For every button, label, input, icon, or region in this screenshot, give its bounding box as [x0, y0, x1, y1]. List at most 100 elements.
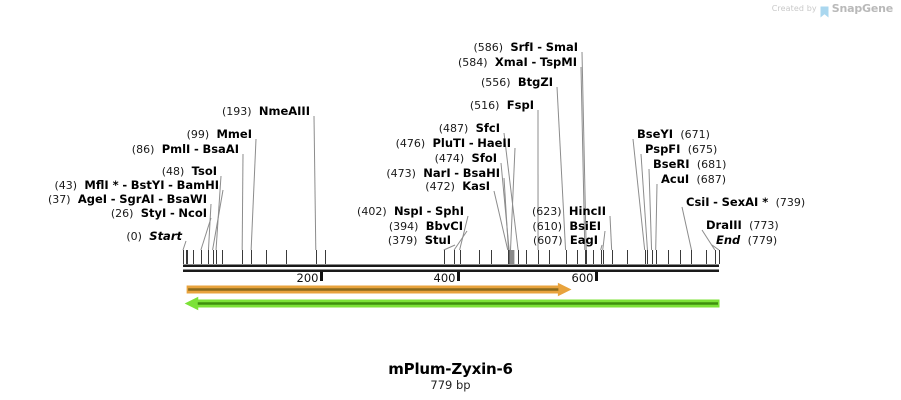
- restriction-site-label[interactable]: (556) BtgZI: [480, 75, 553, 90]
- site-position: (99): [186, 128, 210, 141]
- enzyme-separator: -: [454, 166, 460, 180]
- enzyme-name: MmeI: [216, 127, 252, 141]
- restriction-site-label[interactable]: (472) KasI: [425, 180, 490, 194]
- restriction-site-label[interactable]: (26) StyI - NcoI: [111, 206, 207, 221]
- site-leader-line: [453, 230, 468, 251]
- site-position: (681): [696, 158, 727, 171]
- enzyme-name: NcoI: [178, 206, 207, 220]
- restriction-site-label[interactable]: CsiI - SexAI * (739): [686, 195, 806, 210]
- enzyme-name: HincII: [568, 204, 606, 218]
- site-position: (476): [395, 137, 426, 150]
- enzyme-name: SmaI: [545, 40, 578, 54]
- enzyme-name: SfoI: [471, 151, 497, 165]
- site-leader-line: [250, 138, 257, 251]
- site-position: (556): [480, 76, 511, 89]
- enzyme-separator: -: [169, 206, 175, 220]
- snapgene-watermark: Created by SnapGene: [771, 2, 893, 17]
- enzyme-separator: -: [122, 178, 128, 192]
- enzyme-name: HaeII: [477, 136, 511, 150]
- site-leader-line: [701, 229, 716, 251]
- enzyme-name: SfcI: [475, 121, 500, 135]
- restriction-site-label[interactable]: (473) NarI - BsaHI: [386, 166, 500, 181]
- enzyme-separator: -: [168, 178, 173, 192]
- restriction-site-label[interactable]: (610) BsiEI: [532, 220, 601, 234]
- site-leader-line: [632, 138, 646, 251]
- restriction-site-label[interactable]: (86) PmlI - BsaAI: [132, 143, 239, 157]
- site-leader-line: [207, 203, 212, 251]
- site-leader-line: [459, 215, 469, 251]
- site-leader-line: [182, 240, 187, 251]
- enzyme-name: BstYI: [130, 178, 165, 192]
- enzyme-separator: -: [468, 136, 474, 150]
- restriction-site-label[interactable]: BseRI (681): [653, 158, 727, 172]
- ruler-tick-mark: [457, 272, 460, 281]
- restriction-site-label[interactable]: (584) XmaI - TspMI: [457, 55, 577, 70]
- enzyme-name: End: [716, 233, 741, 247]
- enzyme-name: BtgZI: [517, 75, 553, 89]
- backbone-bottom-rule: [183, 269, 719, 272]
- restriction-site-label[interactable]: (48) TsoI: [162, 165, 217, 179]
- enzyme-separator: -: [158, 192, 163, 206]
- restriction-site-label[interactable]: (476) PluTI - HaeII: [395, 136, 511, 151]
- site-leader-line: [241, 153, 244, 251]
- restriction-site-label[interactable]: (379) StuI: [388, 234, 451, 248]
- site-leader-line: [609, 215, 613, 251]
- ruler-tick-mark: [595, 272, 598, 281]
- site-leader-line: [556, 86, 567, 251]
- site-position: (739): [775, 196, 806, 209]
- green-feature-arrow[interactable]: [184, 296, 720, 311]
- site-position: (584): [457, 56, 488, 69]
- restriction-site-label[interactable]: (623) HincII: [532, 204, 606, 219]
- site-position: (193): [221, 105, 252, 118]
- restriction-site-label[interactable]: (193) NmeAIII: [221, 105, 310, 119]
- site-position: (610): [532, 220, 562, 233]
- site-position: (607): [532, 234, 563, 247]
- site-position: (586): [473, 41, 504, 54]
- restriction-site-label[interactable]: (402) NspI - SphI: [357, 204, 464, 219]
- restriction-site-tick-cluster: [509, 250, 515, 264]
- restriction-site-label[interactable]: (516) FspI: [469, 99, 534, 113]
- restriction-site-label[interactable]: (586) SrfI - SmaI: [473, 40, 578, 55]
- enzyme-name: BamHI: [176, 178, 219, 192]
- enzyme-name: NspI: [393, 204, 423, 218]
- site-leader-line: [500, 162, 510, 251]
- ruler-tick-label: 600: [571, 271, 594, 285]
- enzyme-name: TspMI: [539, 55, 577, 69]
- enzyme-name: Start: [149, 229, 182, 243]
- site-position: (37): [47, 193, 71, 206]
- restriction-site-label[interactable]: (474) SfoI: [434, 151, 497, 166]
- restriction-site-label[interactable]: (394) BbvCI: [388, 220, 463, 234]
- snapgene-bookmark-icon: [820, 3, 829, 17]
- site-leader-line: [711, 244, 720, 251]
- enzyme-name: BseYI: [637, 127, 674, 141]
- enzyme-separator: -: [426, 204, 432, 218]
- site-position: (394): [388, 220, 419, 233]
- restriction-site-label[interactable]: DraIII (773): [706, 219, 779, 233]
- enzyme-name: XmaI: [494, 55, 528, 69]
- enzyme-name: BsaHI: [462, 166, 500, 180]
- enzyme-separator: -: [537, 40, 543, 54]
- orange-feature-arrow[interactable]: [186, 282, 572, 297]
- watermark-created-by-label: Created by: [771, 4, 817, 13]
- construct-name: mPlum-Zyxin-6: [388, 360, 513, 378]
- site-position: (472): [425, 180, 455, 193]
- site-leader-line: [681, 206, 692, 251]
- restriction-site-label[interactable]: BseYI (671): [637, 127, 710, 142]
- restriction-site-label[interactable]: AcuI (687): [661, 173, 726, 187]
- restriction-site-label[interactable]: PspFI (675): [645, 143, 717, 157]
- restriction-site-label[interactable]: End (779): [716, 233, 778, 248]
- restriction-site-label[interactable]: (487) SfcI: [439, 121, 500, 136]
- restriction-site-label[interactable]: (37) AgeI - SgrAI - BsaWI: [47, 192, 207, 207]
- restriction-site-label[interactable]: (607) EagI: [532, 234, 598, 248]
- site-leader-line: [510, 147, 516, 251]
- restriction-site-label[interactable]: (43) MflI * - BstYI - BamHI: [55, 178, 220, 193]
- site-position: (779): [747, 234, 778, 247]
- restriction-site-label[interactable]: (0) Start: [126, 229, 182, 244]
- site-leader-line: [200, 217, 212, 251]
- restriction-site-label[interactable]: (99) MmeI: [186, 127, 252, 142]
- enzyme-separator: -: [713, 195, 718, 209]
- site-position: (773): [749, 219, 779, 232]
- site-position: (474): [434, 152, 465, 165]
- site-position: (516): [469, 99, 500, 112]
